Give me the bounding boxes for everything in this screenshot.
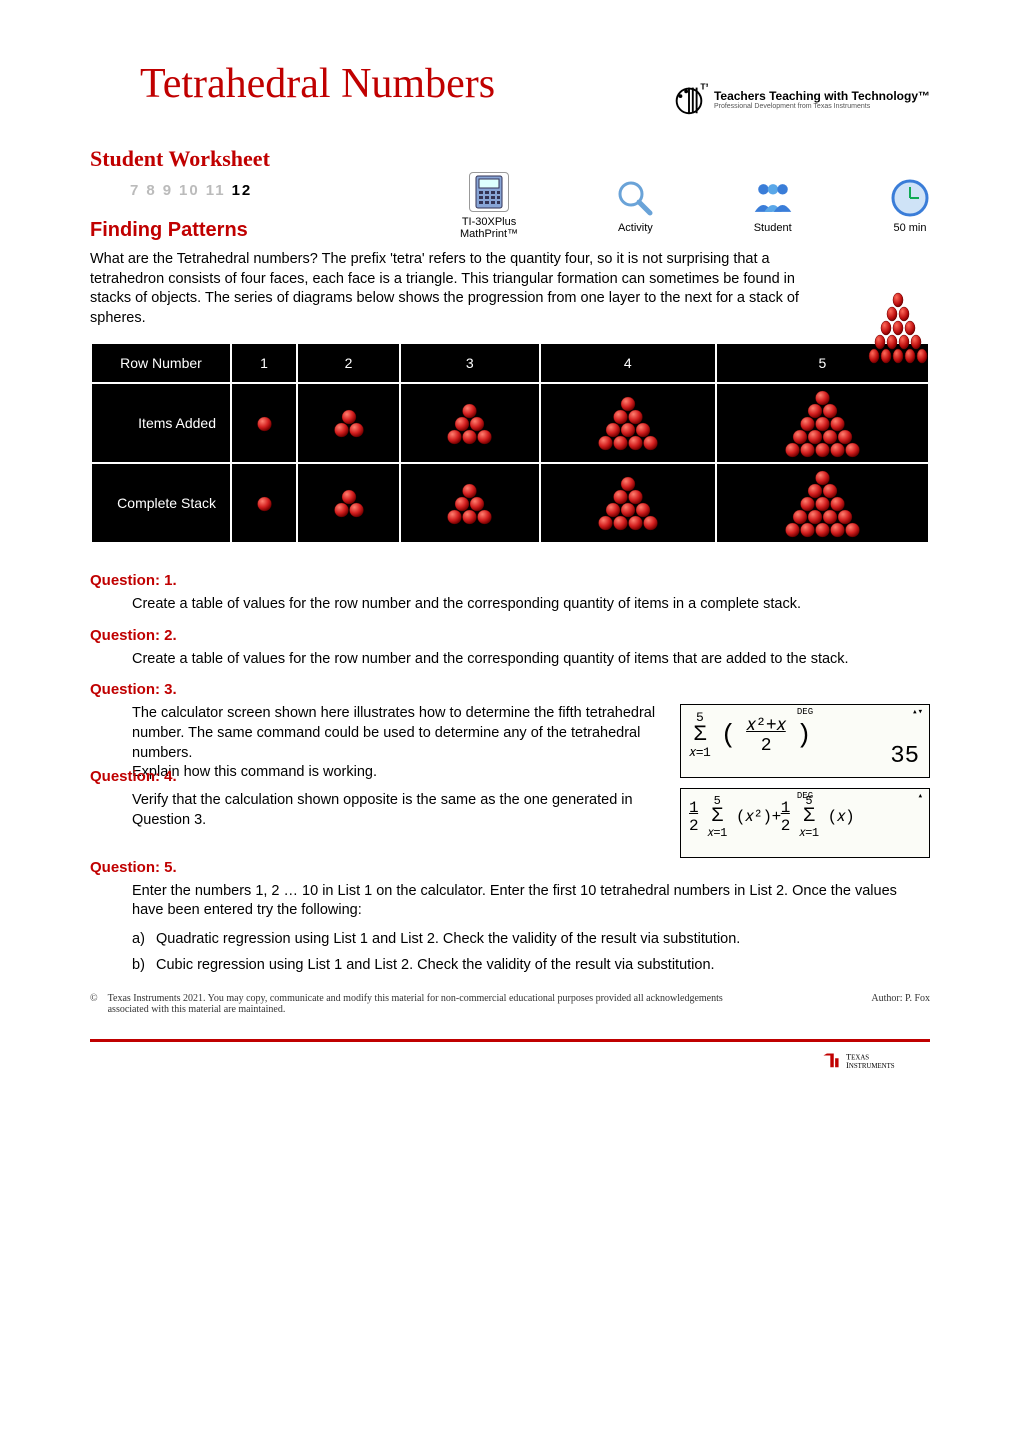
copyright-text: Texas Instruments 2021. You may copy, co… <box>108 993 730 1015</box>
table-col: 3 <box>400 343 540 383</box>
grade-level: 12 <box>232 182 253 199</box>
question-2-head: Question: 2. <box>90 627 930 644</box>
arrow-indicator: ▴ <box>918 791 923 801</box>
list-item: b)Cubic regression using List 1 and List… <box>132 957 930 973</box>
calc-screen-2: DEG ▴ 12 5Σ𝑥=1 (𝑥²)+12 5Σ𝑥=1 (𝑥) <box>680 788 930 858</box>
intro-text: What are the Tetrahedral numbers? The pr… <box>90 250 930 328</box>
logo-main-text: Teachers Teaching with Technology™ <box>714 89 930 103</box>
table-cell <box>716 463 929 543</box>
deg-indicator: DEG <box>797 791 813 801</box>
icon-sublabel: MathPrint™ <box>460 228 518 240</box>
table-cell <box>400 463 540 543</box>
question-3-head: Question: 3. <box>90 681 930 698</box>
grade-level: 8 <box>146 182 156 199</box>
calc-formula-1: 5Σ𝑥=1 ( 𝑥²+𝑥2 ) <box>689 711 921 759</box>
table-cell <box>297 463 400 543</box>
student-meta: Student <box>753 178 793 234</box>
time-meta: 50 min <box>890 178 930 234</box>
table-col: 4 <box>540 343 716 383</box>
calculator-icon <box>469 172 509 212</box>
people-icon <box>753 178 793 218</box>
question-5-list: a)Quadratic regression using List 1 and … <box>132 931 930 973</box>
question-5-body: Enter the numbers 1, 2 … 10 in List 1 on… <box>132 882 930 921</box>
ti-logo: TEXAS INSTRUMENTS <box>90 1050 930 1076</box>
question-2-body: Create a table of values for the row num… <box>132 650 930 670</box>
question-1-body: Create a table of values for the row num… <box>132 595 930 615</box>
grade-level: 9 <box>163 182 173 199</box>
magnifier-icon <box>615 178 655 218</box>
svg-text:INSTRUMENTS: INSTRUMENTS <box>846 1061 895 1070</box>
table-cell <box>540 383 716 463</box>
table-cell <box>540 463 716 543</box>
activity-meta: Activity <box>615 178 655 234</box>
circles-icon: T³ <box>670 80 708 118</box>
subtitle: Student Worksheet <box>90 146 930 172</box>
svg-text:T³: T³ <box>700 82 708 92</box>
table-cell <box>297 383 400 463</box>
table-cell <box>231 383 297 463</box>
calc-formula-2: 12 5Σ𝑥=1 (𝑥²)+12 5Σ𝑥=1 (𝑥) <box>689 795 921 839</box>
clock-icon <box>890 178 930 218</box>
grade-level: 10 <box>179 182 200 199</box>
tetrahedron-illustration <box>858 290 938 370</box>
calculator-meta: TI-30XPlus MathPrint™ <box>460 172 518 240</box>
calc-result: 35 <box>890 743 919 770</box>
table-row-label: Complete Stack <box>91 463 231 543</box>
question-3-body: The calculator screen shown here illustr… <box>132 704 660 782</box>
icon-label: Activity <box>618 222 653 234</box>
footer: © Texas Instruments 2021. You may copy, … <box>90 993 930 1015</box>
copyright-icon: © <box>90 993 98 1015</box>
grade-level: 7 <box>130 182 140 199</box>
author-text: Author: P. Fox <box>871 993 930 1004</box>
deg-indicator: DEG <box>797 707 813 717</box>
t3-logo: T³ Teachers Teaching with Technology™ Pr… <box>670 80 930 118</box>
table-cell <box>716 383 929 463</box>
table-col: 2 <box>297 343 400 383</box>
icon-label: Student <box>754 222 792 234</box>
svg-text:TEXAS: TEXAS <box>846 1052 869 1061</box>
calc-screen-1: DEG ▴▾ 5Σ𝑥=1 ( 𝑥²+𝑥2 ) 35 <box>680 704 930 778</box>
table-cell <box>400 383 540 463</box>
question-1-head: Question: 1. <box>90 572 930 589</box>
list-item: a)Quadratic regression using List 1 and … <box>132 931 930 947</box>
table-col: 1 <box>231 343 297 383</box>
table-header-label: Row Number <box>91 343 231 383</box>
footer-rule <box>90 1039 930 1042</box>
meta-icon-row: TI-30XPlus MathPrint™ Activity Student <box>460 172 930 240</box>
icon-label: 50 min <box>893 222 926 234</box>
table-row-label: Items Added <box>91 383 231 463</box>
icon-label: TI-30XPlus <box>462 216 516 228</box>
page-title: Tetrahedral Numbers <box>140 60 495 108</box>
grade-level: 11 <box>206 182 226 199</box>
table-cell <box>231 463 297 543</box>
logo-sub-text: Professional Development from Texas Inst… <box>714 103 930 110</box>
diagram-table: Row Number 1 2 3 4 5 Items Added <box>90 342 930 544</box>
arrow-indicator: ▴▾ <box>912 707 923 717</box>
